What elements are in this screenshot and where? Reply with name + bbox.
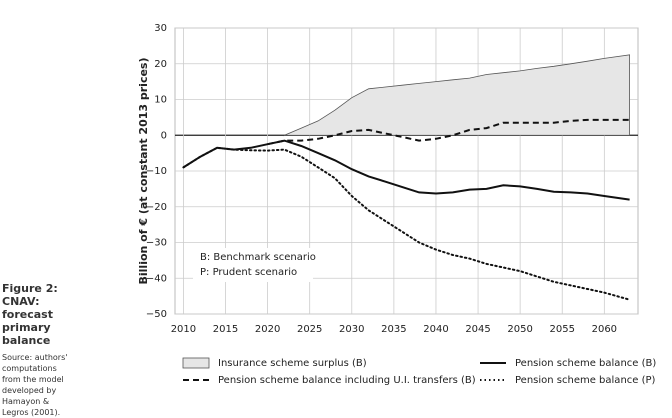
x-tick-label: 2015 <box>213 324 238 335</box>
x-tick-label: 2040 <box>423 324 448 335</box>
x-tick-label: 2025 <box>297 324 322 335</box>
legend-swatch <box>182 357 210 369</box>
y-tick-label: −50 <box>146 309 167 320</box>
x-tick-label: 2030 <box>339 324 364 335</box>
line <box>182 146 631 301</box>
y-tick-label: −30 <box>146 238 167 249</box>
area <box>283 54 631 137</box>
y-tick-label: 0 <box>161 130 167 141</box>
annotation-box <box>193 248 313 282</box>
x-tick-label: 2020 <box>255 324 280 335</box>
legend-label: Pension scheme balance (B) <box>515 358 656 369</box>
annotation: B: Benchmark scenario <box>200 252 316 263</box>
x-tick-label: 2045 <box>465 324 490 335</box>
x-tick-label: 2010 <box>171 324 196 335</box>
x-tick-label: 2055 <box>550 324 575 335</box>
y-tick-label: −20 <box>146 202 167 213</box>
x-tick-label: 2035 <box>381 324 406 335</box>
x-tick-label: 2060 <box>592 324 617 335</box>
chart: Billion of € (at constant 2013 prices) −… <box>137 23 656 386</box>
legend-label: Pension scheme balance including U.I. tr… <box>218 375 476 386</box>
y-tick-label: 10 <box>154 95 167 106</box>
x-tick-label: 2050 <box>507 324 532 335</box>
legend-label: Pension scheme balance (P) <box>515 375 656 386</box>
y-axis-label: Billion of € (at constant 2013 prices) <box>137 57 150 284</box>
legend-label: Insurance scheme surplus (B) <box>218 358 367 369</box>
figure-title: Figure 2: CNAV: forecast primary balance <box>2 282 58 347</box>
y-tick-label: −40 <box>146 273 167 284</box>
page: Figure 2: CNAV: forecast primary balance… <box>2 23 657 417</box>
y-tick-label: −10 <box>146 166 167 177</box>
y-tick-label: 30 <box>154 23 167 34</box>
annotation: P: Prudent scenario <box>200 267 297 278</box>
line <box>182 139 630 201</box>
y-tick-label: 20 <box>154 59 167 70</box>
